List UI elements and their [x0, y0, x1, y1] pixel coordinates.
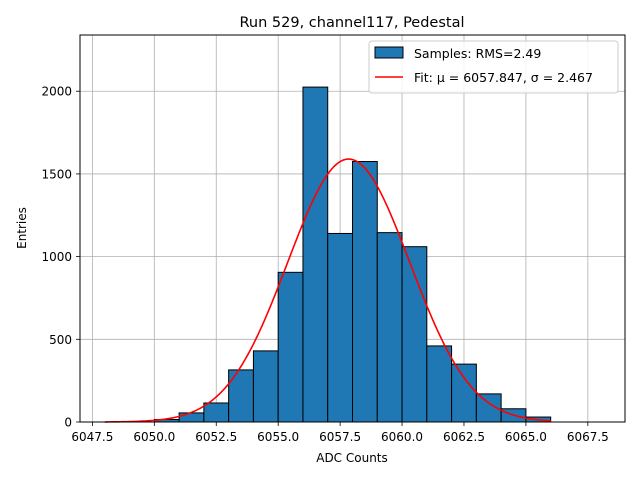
y-tick-label: 500 [49, 333, 72, 347]
histogram-bar [352, 161, 378, 423]
histogram-bar [252, 350, 279, 423]
x-tick-label: 6060.0 [381, 430, 423, 444]
gaussian-fit-curve [104, 158, 551, 423]
histogram-bar [203, 402, 230, 423]
histogram-bar [277, 271, 304, 423]
histogram-bar [327, 232, 353, 423]
y-tick-label: 1000 [41, 250, 72, 264]
x-tick-label: 6052.5 [195, 430, 237, 444]
plot-frame [79, 34, 626, 423]
x-tick-label: 6062.5 [443, 430, 485, 444]
x-axis-ticks: 6047.5 6050.0 6052.5 6055.0 6057.5 6060.0 6062… [71, 422, 609, 444]
chart-title: Run 529, channel117, Pedestal [239, 15, 464, 31]
y-tick-label: 1500 [41, 167, 72, 181]
x-tick-label: 6055.0 [257, 430, 299, 444]
histogram-bar [376, 232, 403, 423]
legend-label-fit: Fit: μ = 6057.847, σ = 2.467 [414, 70, 593, 85]
histogram-bar [426, 345, 453, 423]
x-axis-label: ADC Counts [316, 451, 388, 465]
legend: Samples: RMS=2.49 Fit: μ = 6057.847, σ =… [368, 40, 619, 94]
legend-swatch-histogram [374, 46, 404, 59]
legend-label-histogram: Samples: RMS=2.49 [414, 46, 541, 61]
x-tick-label: 6050.0 [133, 430, 175, 444]
x-tick-label: 6047.5 [71, 430, 113, 444]
x-tick-label: 6057.5 [319, 430, 361, 444]
histogram-bars [153, 86, 552, 423]
y-axis-ticks: 0 500 1000 1500 2000 [41, 85, 80, 430]
y-tick-label: 2000 [41, 85, 72, 99]
x-tick-label: 6067.5 [567, 430, 609, 444]
legend-box [368, 40, 619, 94]
histogram-bar [451, 363, 477, 423]
histogram-bar [302, 86, 329, 423]
y-tick-label: 0 [64, 416, 72, 430]
histogram-bar [178, 412, 205, 423]
x-tick-label: 6065.0 [505, 430, 547, 444]
y-axis-label: Entries [15, 207, 29, 249]
